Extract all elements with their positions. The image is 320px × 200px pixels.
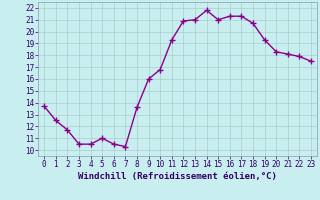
- X-axis label: Windchill (Refroidissement éolien,°C): Windchill (Refroidissement éolien,°C): [78, 172, 277, 181]
